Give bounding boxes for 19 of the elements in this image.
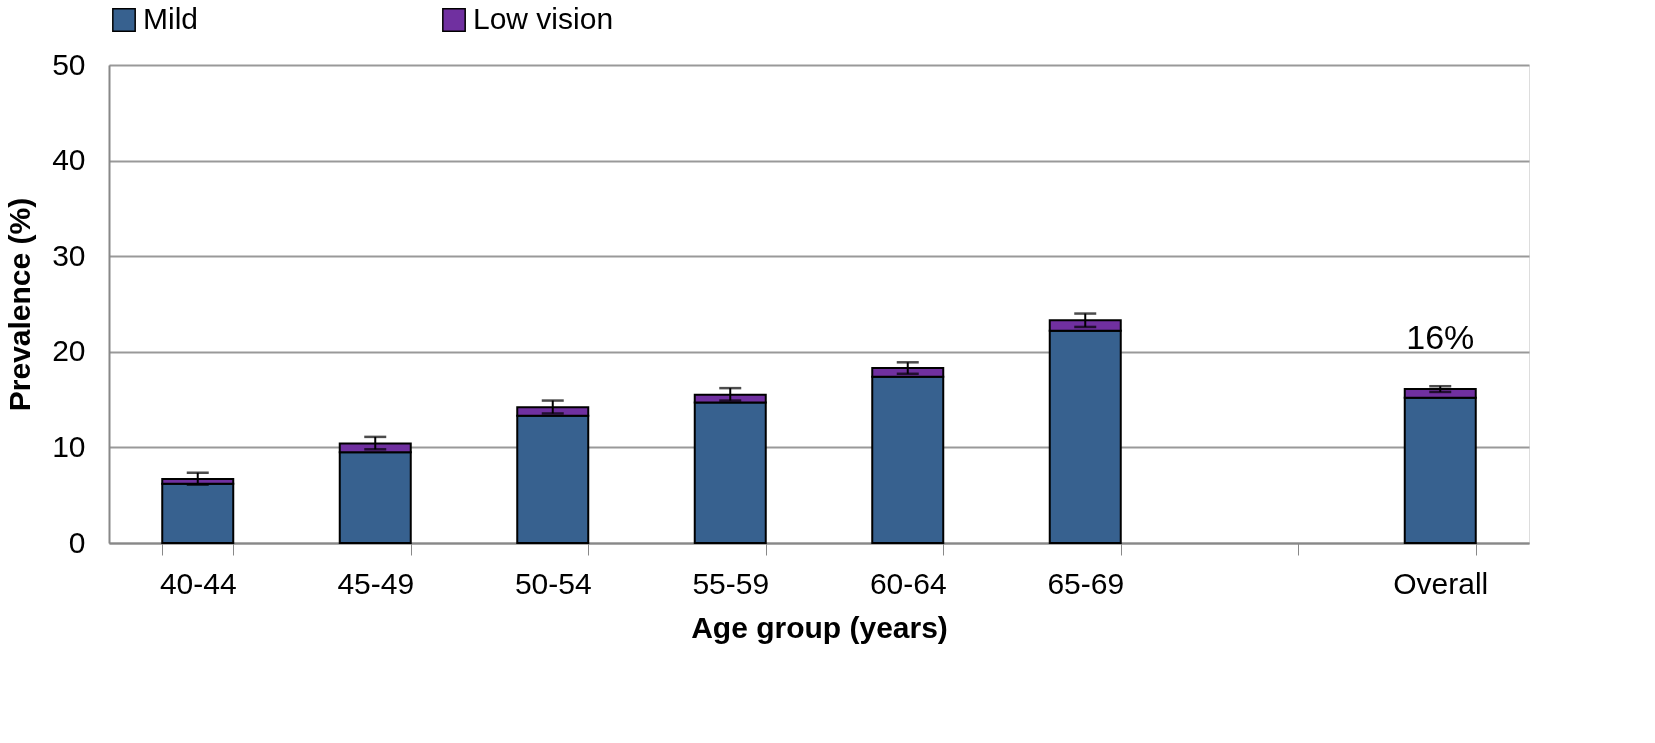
y-tick-label: 10 — [52, 429, 86, 463]
x-tick-label: Overall — [1393, 566, 1489, 600]
y-axis-title: Prevalence (%) — [3, 197, 37, 412]
x-tick-label: 55-59 — [692, 566, 770, 600]
legend-label: Mild — [143, 2, 199, 35]
annotation: 16% — [1406, 318, 1475, 357]
y-tick-label: 0 — [68, 525, 86, 559]
x-tick-label: 65-69 — [1047, 566, 1125, 600]
y-tick-label: 40 — [52, 143, 86, 177]
x-tick-label: 40-44 — [159, 566, 237, 600]
legend-label: Low vision — [473, 2, 614, 35]
x-tick-label: 60-64 — [869, 566, 947, 600]
y-tick-label: 50 — [52, 47, 86, 81]
y-tick-label: 30 — [52, 238, 86, 272]
bar — [161, 482, 235, 544]
x-tick-label: 45-49 — [337, 566, 415, 600]
x-axis-title: Age group (years) — [691, 610, 948, 644]
y-tick-label: 20 — [52, 334, 86, 368]
x-tick-label: 50-54 — [514, 566, 592, 600]
